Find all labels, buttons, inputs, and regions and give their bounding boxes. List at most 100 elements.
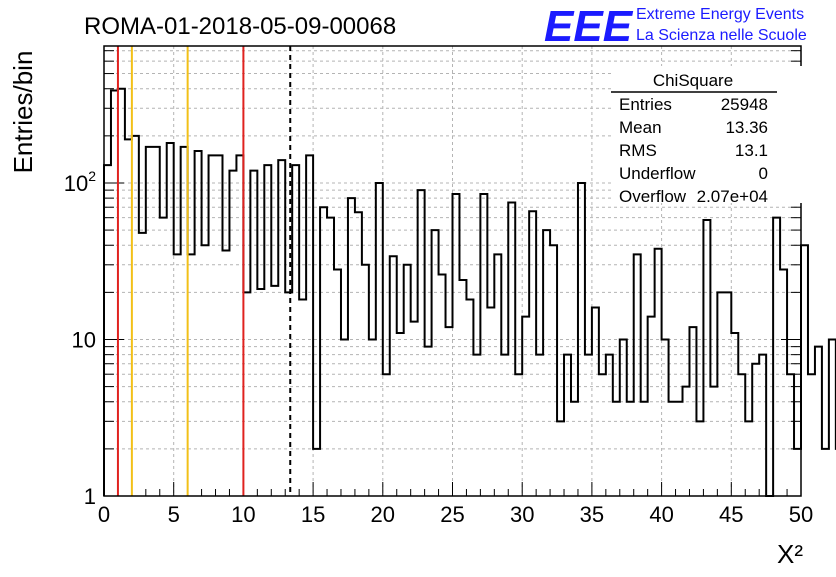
histogram-bin bbox=[794, 449, 801, 496]
histogram-bin bbox=[529, 211, 536, 496]
histogram-bin bbox=[236, 155, 243, 496]
histogram-bin bbox=[202, 245, 209, 496]
x-tick-label: 20 bbox=[371, 502, 395, 527]
histogram-bin bbox=[439, 275, 446, 496]
histogram-bin bbox=[459, 280, 466, 496]
histogram-bin bbox=[724, 292, 731, 496]
x-tick-label: 25 bbox=[440, 502, 464, 527]
histogram-bin bbox=[564, 355, 571, 496]
histogram-bin bbox=[383, 374, 390, 496]
histogram-bin bbox=[655, 249, 662, 496]
org-name: Extreme Energy Events bbox=[636, 6, 804, 23]
histogram-bin bbox=[508, 203, 515, 496]
histogram-bin bbox=[536, 355, 543, 496]
histogram-bin bbox=[801, 245, 808, 496]
histogram-bin bbox=[515, 374, 522, 496]
histogram-bin bbox=[683, 387, 690, 496]
histogram-bin bbox=[222, 251, 229, 496]
histogram-bin bbox=[216, 155, 223, 496]
histogram-bin bbox=[822, 449, 829, 496]
x-tick-label: 30 bbox=[510, 502, 534, 527]
y-tick-label: 102 bbox=[64, 168, 96, 196]
histogram-bin bbox=[188, 254, 195, 496]
histogram-bin bbox=[271, 286, 278, 496]
histogram-bin bbox=[160, 218, 167, 496]
histogram-bin bbox=[125, 139, 132, 496]
histogram-bin bbox=[229, 171, 236, 496]
histogram-bin bbox=[815, 347, 822, 496]
histogram-bin bbox=[648, 317, 655, 496]
histogram-bin bbox=[480, 194, 487, 496]
y-axis-label: Entries/bin bbox=[8, 51, 38, 174]
histogram-bin bbox=[153, 147, 160, 496]
eee-logo: EEE bbox=[544, 2, 634, 51]
x-tick-label: 15 bbox=[301, 502, 325, 527]
histogram-bin bbox=[752, 364, 759, 496]
histogram-bin bbox=[355, 212, 362, 496]
x-axis-label: X² bbox=[777, 539, 803, 569]
histogram-bin bbox=[264, 165, 271, 496]
histogram-bin bbox=[494, 254, 501, 496]
histogram-bin bbox=[780, 269, 787, 496]
histogram-bin bbox=[418, 190, 425, 496]
histogram-bin bbox=[299, 300, 306, 496]
histogram-bin bbox=[285, 292, 292, 496]
histogram-bin bbox=[738, 374, 745, 496]
histogram-bin bbox=[759, 355, 766, 496]
histogram-bin bbox=[278, 160, 285, 496]
run-title: ROMA-01-2018-05-09-00068 bbox=[84, 13, 396, 40]
histogram-bin bbox=[703, 220, 710, 496]
org-tagline: La Scienza nelle Scuole bbox=[636, 27, 807, 44]
histogram-bin bbox=[397, 333, 404, 496]
histogram-bin bbox=[146, 147, 153, 496]
y-tick-label: 1 bbox=[84, 484, 96, 509]
histogram-bin bbox=[473, 355, 480, 496]
x-tick-label: 45 bbox=[719, 502, 743, 527]
histogram-bin bbox=[696, 421, 703, 496]
histogram-bin bbox=[320, 207, 327, 496]
histogram-bin bbox=[620, 339, 627, 496]
x-tick-label: 10 bbox=[231, 502, 255, 527]
histogram-bin bbox=[808, 374, 815, 496]
histogram-bin bbox=[557, 421, 564, 496]
histogram-bin bbox=[111, 90, 118, 496]
histogram-bin bbox=[543, 230, 550, 496]
stats-value-mean: 13.36 bbox=[725, 118, 768, 137]
histogram-bin bbox=[167, 143, 174, 496]
histogram-bin bbox=[243, 292, 250, 496]
histogram-bin bbox=[313, 449, 320, 496]
x-tick-label: 40 bbox=[649, 502, 673, 527]
stats-value-rms: 13.1 bbox=[735, 141, 768, 160]
histogram-bin bbox=[689, 327, 696, 496]
histogram-bin bbox=[585, 355, 592, 496]
histogram-bin bbox=[306, 155, 313, 496]
histogram-bin bbox=[195, 151, 202, 496]
x-tick-label: 35 bbox=[580, 502, 604, 527]
stats-label-mean: Mean bbox=[619, 118, 662, 137]
stats-value-entries: 25948 bbox=[721, 95, 768, 114]
histogram-bin bbox=[634, 254, 641, 496]
histogram-bin bbox=[501, 355, 508, 496]
x-tick-label: 50 bbox=[789, 502, 813, 527]
histogram-bin bbox=[550, 245, 557, 496]
histogram-bin bbox=[411, 322, 418, 496]
histogram-bin bbox=[327, 218, 334, 496]
histogram-bin bbox=[341, 339, 348, 496]
histogram-bin bbox=[446, 327, 453, 496]
histogram-bin bbox=[174, 254, 181, 496]
histogram-bin bbox=[787, 374, 794, 496]
histogram-bin bbox=[104, 165, 111, 496]
histogram-bin bbox=[292, 165, 299, 496]
histogram-bin bbox=[717, 292, 724, 496]
stats-value-underflow: 0 bbox=[759, 164, 768, 183]
histogram-bin bbox=[522, 317, 529, 496]
histogram-bin bbox=[745, 421, 752, 496]
stats-label-underflow: Underflow bbox=[619, 164, 696, 183]
histogram-bin bbox=[731, 333, 738, 496]
stats-title: ChiSquare bbox=[653, 71, 733, 90]
histogram-bin bbox=[710, 387, 717, 496]
histogram-bin bbox=[250, 171, 257, 496]
